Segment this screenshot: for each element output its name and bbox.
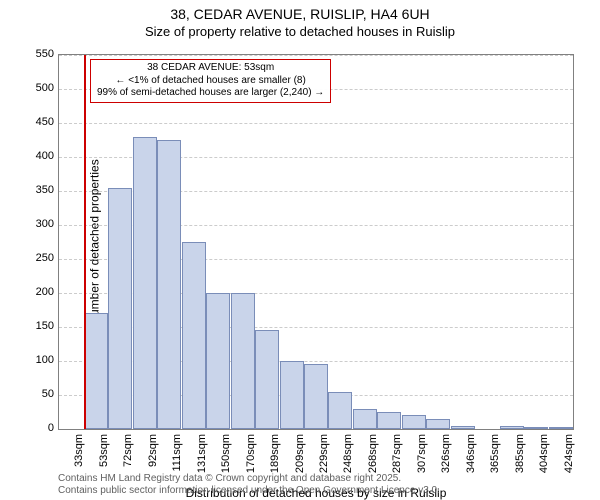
y-tick-label: 150 bbox=[14, 320, 54, 332]
y-tick-label: 50 bbox=[14, 388, 54, 400]
x-tick-label: 385sqm bbox=[514, 434, 526, 494]
callout-line: 38 CEDAR AVENUE: 53sqm bbox=[97, 62, 324, 75]
title-block: 38, CEDAR AVENUE, RUISLIP, HA4 6UH Size … bbox=[0, 6, 600, 39]
y-tick-label: 550 bbox=[14, 48, 54, 60]
plot: Number of detached properties 38 CEDAR A… bbox=[58, 54, 574, 430]
histogram-bar bbox=[108, 188, 132, 429]
y-tick-label: 450 bbox=[14, 116, 54, 128]
histogram-bar bbox=[426, 419, 450, 429]
histogram-bar bbox=[84, 313, 108, 429]
histogram-bar bbox=[157, 140, 181, 429]
histogram-bar bbox=[255, 330, 279, 429]
histogram-bar bbox=[500, 426, 524, 429]
histogram-bar bbox=[353, 409, 377, 429]
callout-line: 99% of semi-detached houses are larger (… bbox=[97, 87, 324, 100]
y-tick-label: 0 bbox=[14, 422, 54, 434]
x-tick-label: 404sqm bbox=[538, 434, 550, 494]
grid-line bbox=[59, 123, 573, 124]
histogram-bar bbox=[280, 361, 304, 429]
title-line2: Size of property relative to detached ho… bbox=[0, 24, 600, 39]
y-tick-label: 200 bbox=[14, 286, 54, 298]
plot-area: 38 CEDAR AVENUE: 53sqm← <1% of detached … bbox=[58, 54, 574, 430]
x-tick-label: 424sqm bbox=[563, 434, 575, 494]
y-tick-label: 250 bbox=[14, 252, 54, 264]
title-line1: 38, CEDAR AVENUE, RUISLIP, HA4 6UH bbox=[0, 6, 600, 22]
x-tick-label: 326sqm bbox=[440, 434, 452, 494]
histogram-bar bbox=[206, 293, 230, 429]
y-tick-label: 500 bbox=[14, 82, 54, 94]
x-tick-label: 346sqm bbox=[465, 434, 477, 494]
y-tick-label: 350 bbox=[14, 184, 54, 196]
footer-line2: Contains public sector information licen… bbox=[58, 485, 440, 496]
marker-callout: 38 CEDAR AVENUE: 53sqm← <1% of detached … bbox=[90, 59, 331, 103]
histogram-bar bbox=[328, 392, 352, 429]
marker-line bbox=[84, 55, 86, 429]
histogram-bar bbox=[304, 364, 328, 429]
x-tick-label: 365sqm bbox=[489, 434, 501, 494]
footer-line1: Contains HM Land Registry data © Crown c… bbox=[58, 473, 401, 484]
y-tick-label: 300 bbox=[14, 218, 54, 230]
histogram-bar bbox=[133, 137, 157, 429]
y-tick-label: 400 bbox=[14, 150, 54, 162]
histogram-bar bbox=[182, 242, 206, 429]
histogram-bar bbox=[549, 427, 573, 429]
grid-line bbox=[59, 55, 573, 56]
y-tick-label: 100 bbox=[14, 354, 54, 366]
histogram-bar bbox=[377, 412, 401, 429]
histogram-bar bbox=[524, 427, 548, 429]
callout-line: ← <1% of detached houses are smaller (8) bbox=[97, 75, 324, 88]
histogram-bar bbox=[231, 293, 255, 429]
histogram-bar bbox=[402, 415, 426, 429]
histogram-bar bbox=[451, 426, 475, 429]
chart-container: 38, CEDAR AVENUE, RUISLIP, HA4 6UH Size … bbox=[0, 0, 600, 500]
